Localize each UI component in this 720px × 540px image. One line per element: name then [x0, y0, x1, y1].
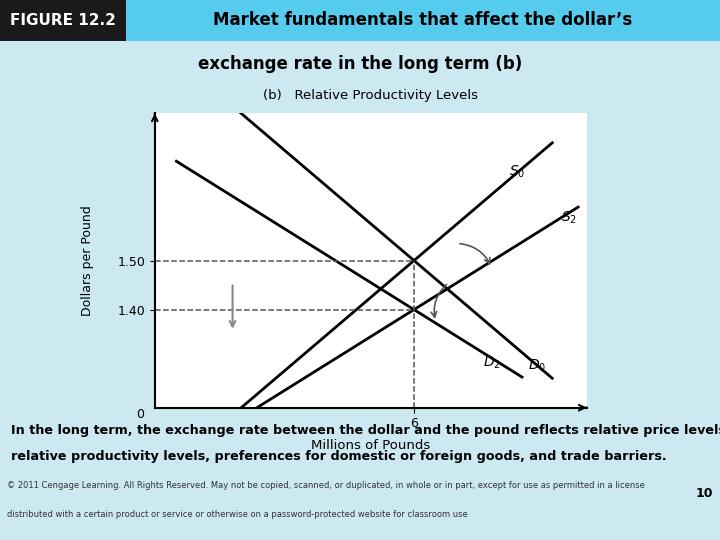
Text: $D_0$: $D_0$ — [528, 357, 546, 374]
Text: Dollars per Pound: Dollars per Pound — [81, 205, 94, 316]
Text: (b)   Relative Productivity Levels: (b) Relative Productivity Levels — [264, 89, 478, 102]
Text: FIGURE 12.2: FIGURE 12.2 — [10, 13, 116, 28]
Text: $D_2$: $D_2$ — [483, 355, 501, 372]
Text: Market fundamentals that affect the dollar’s: Market fundamentals that affect the doll… — [213, 11, 633, 29]
Bar — [126, 0, 720, 40]
Text: relative productivity levels, preferences for domestic or foreign goods, and tra: relative productivity levels, preference… — [11, 450, 667, 463]
Text: In the long term, the exchange rate between the dollar and the pound reflects re: In the long term, the exchange rate betw… — [11, 424, 720, 437]
Bar — [0, 0, 126, 40]
Text: 10: 10 — [696, 488, 713, 501]
Text: distributed with a certain product or service or otherwise on a password-protect: distributed with a certain product or se… — [7, 510, 468, 519]
Text: exchange rate in the long term (b): exchange rate in the long term (b) — [198, 55, 522, 73]
Text: 0: 0 — [135, 408, 144, 421]
Text: $S_0$: $S_0$ — [509, 163, 526, 180]
Text: © 2011 Cengage Learning. All Rights Reserved. May not be copied, scanned, or dup: © 2011 Cengage Learning. All Rights Rese… — [7, 481, 645, 490]
Text: $S_2$: $S_2$ — [561, 210, 577, 226]
X-axis label: Millions of Pounds: Millions of Pounds — [311, 439, 431, 452]
